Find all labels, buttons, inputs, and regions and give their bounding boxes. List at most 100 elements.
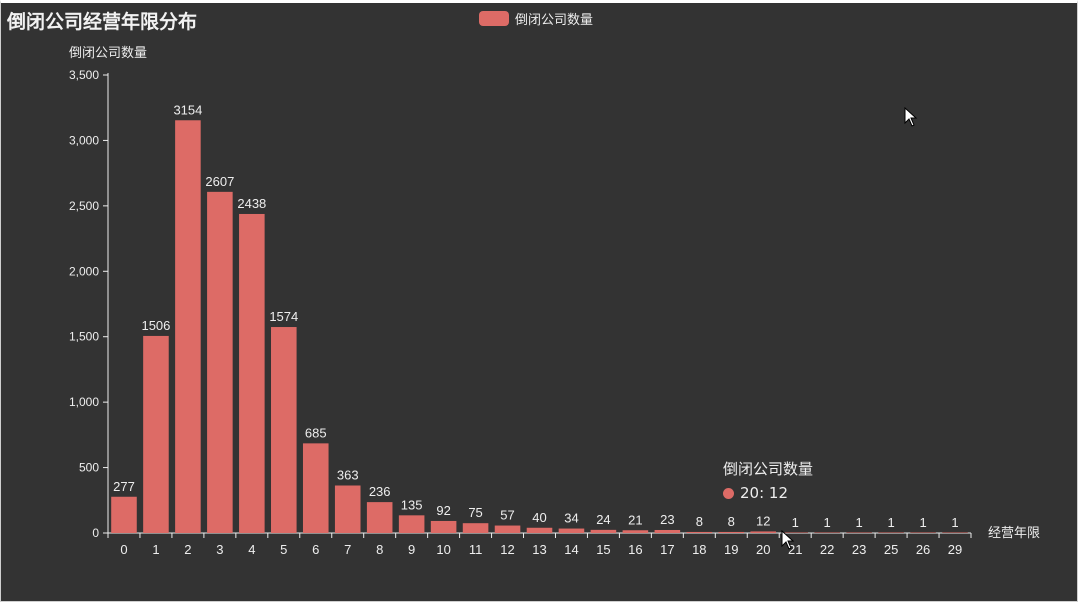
bar — [782, 532, 808, 533]
x-tick-label: 1 — [152, 542, 159, 557]
x-tick-label: 10 — [436, 542, 450, 557]
data-label: 135 — [401, 497, 423, 512]
data-label: 236 — [369, 484, 391, 499]
data-label: 277 — [113, 479, 135, 494]
data-label: 685 — [305, 425, 327, 440]
bar — [271, 327, 297, 533]
bar — [430, 520, 457, 533]
data-label: 1574 — [269, 309, 298, 324]
bar — [111, 496, 137, 533]
x-tick-label: 15 — [596, 542, 610, 557]
y-tick-label: 2,000 — [69, 264, 99, 278]
bar — [175, 120, 201, 533]
data-label: 40 — [532, 510, 546, 525]
data-label: 1 — [792, 515, 799, 530]
x-tick-label: 19 — [724, 542, 738, 557]
x-tick-label: 17 — [660, 542, 674, 557]
y-tick-label: 3,500 — [69, 68, 99, 82]
x-tick-label: 8 — [376, 542, 383, 557]
bar — [143, 335, 169, 533]
x-tick-label: 13 — [532, 542, 546, 557]
bar — [942, 532, 968, 533]
mouse-cursor-icon — [781, 530, 795, 550]
bar — [302, 443, 329, 533]
data-label: 8 — [696, 514, 703, 529]
data-label: 1506 — [141, 318, 170, 333]
x-tick-label: 2 — [184, 542, 191, 557]
x-tick-label: 21 — [788, 542, 802, 557]
x-tick-label: 12 — [500, 542, 514, 557]
y-tick-label: 2,500 — [69, 199, 99, 213]
data-label: 92 — [436, 503, 450, 518]
x-tick-label: 29 — [948, 542, 962, 557]
data-label: 1 — [919, 515, 926, 530]
bar — [207, 191, 233, 534]
y-tick-label: 1,500 — [69, 330, 99, 344]
bar — [622, 530, 649, 533]
legend-label: 倒闭公司数量 — [515, 13, 594, 28]
bar — [494, 525, 521, 533]
data-label: 1 — [856, 515, 863, 530]
bar — [558, 528, 585, 533]
y-tick-label: 0 — [92, 526, 99, 540]
data-label: 75 — [468, 505, 482, 520]
data-label: 3154 — [173, 102, 202, 117]
bar — [718, 531, 745, 533]
x-tick-label: 6 — [312, 542, 319, 557]
x-tick-label: 11 — [469, 542, 483, 557]
x-tick-label: 20 — [756, 542, 770, 557]
x-tick-label: 23 — [852, 542, 866, 557]
x-axis-label: 经营年限 — [988, 526, 1040, 541]
bar — [750, 531, 777, 533]
x-tick-label: 4 — [248, 542, 255, 557]
y-tick-label: 1,000 — [69, 395, 99, 409]
legend-item[interactable]: 倒闭公司数量 — [479, 9, 593, 28]
bar — [398, 515, 425, 533]
bar — [654, 529, 681, 533]
bar — [462, 523, 489, 533]
bar — [814, 532, 840, 533]
tooltip-row: 20: 12 — [723, 481, 813, 505]
tooltip-dot-icon — [723, 488, 734, 499]
bar — [590, 529, 617, 533]
y-axis-label: 倒闭公司数量 — [69, 46, 147, 61]
bar — [239, 213, 265, 534]
data-label: 2438 — [237, 196, 266, 211]
y-tick-label: 500 — [79, 461, 99, 475]
data-label: 1 — [824, 515, 831, 530]
x-tick-label: 0 — [120, 542, 127, 557]
mouse-cursor-icon — [904, 107, 918, 127]
data-label: 34 — [564, 511, 578, 526]
data-label: 8 — [728, 514, 735, 529]
data-label: 57 — [500, 508, 514, 523]
bar — [686, 531, 713, 533]
data-label: 1 — [887, 515, 894, 530]
bar — [846, 532, 872, 533]
tooltip-value: 20: 12 — [740, 484, 788, 502]
chart-title: 倒闭公司经营年限分布 — [7, 11, 198, 33]
x-tick-label: 5 — [280, 542, 287, 557]
x-tick-label: 3 — [216, 542, 223, 557]
x-tick-label: 9 — [408, 542, 415, 557]
x-tick-label: 18 — [692, 542, 706, 557]
tooltip-series: 倒闭公司数量 — [723, 460, 814, 478]
x-tick-label: 16 — [628, 542, 642, 557]
bar — [366, 502, 393, 533]
data-label: 2607 — [205, 174, 234, 189]
legend-swatch — [479, 11, 509, 26]
tooltip: 倒闭公司数量 20: 12 — [717, 453, 819, 509]
data-label: 363 — [337, 467, 359, 482]
bar — [334, 485, 361, 533]
x-tick-label: 26 — [916, 542, 930, 557]
x-tick-label: 7 — [344, 542, 351, 557]
x-tick-label: 25 — [884, 542, 898, 557]
data-label: 1 — [951, 515, 958, 530]
data-label: 24 — [596, 512, 610, 527]
x-tick-label: 22 — [820, 542, 834, 557]
y-tick-label: 3,000 — [69, 133, 99, 147]
data-label: 12 — [756, 513, 770, 528]
data-label: 21 — [628, 512, 642, 527]
data-label: 23 — [660, 512, 674, 527]
bar — [910, 532, 936, 533]
